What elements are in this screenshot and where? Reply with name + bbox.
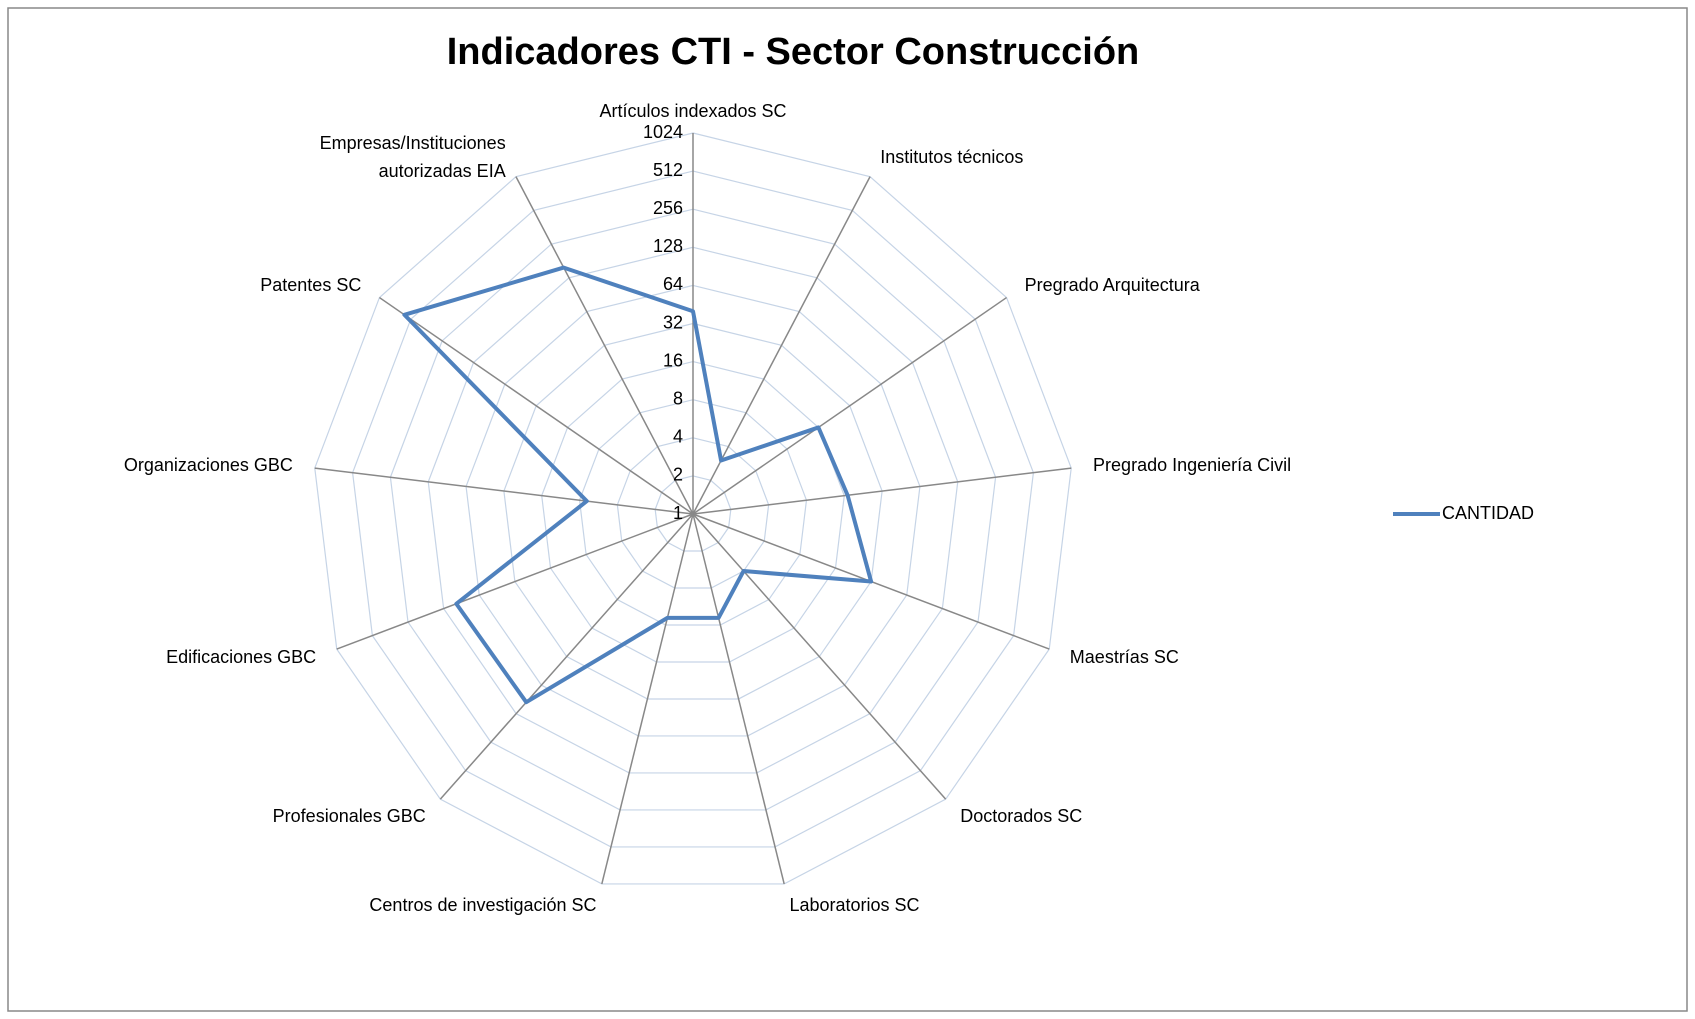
category-label: Laboratorios SC (789, 895, 920, 916)
y-tick-label: 128 (653, 236, 683, 256)
category-label: Pregrado Arquitectura (1024, 275, 1200, 296)
spoke (515, 176, 694, 515)
grid-ring (427, 246, 959, 774)
category-label: Empresas/Instituciones autorizadas EIA (319, 133, 506, 182)
spoke (692, 296, 1007, 515)
category-label: Doctorados SC (960, 805, 1083, 826)
y-tick-label: 2 (673, 465, 683, 485)
grid-ring (465, 284, 921, 737)
spoke (692, 513, 947, 800)
spoke (601, 513, 694, 885)
grid-ring (314, 132, 1072, 885)
y-tick-label: 8 (673, 388, 683, 408)
grid-ring (389, 208, 997, 811)
y-tick-label: 4 (673, 427, 683, 447)
spoke (439, 513, 694, 800)
y-tick-label: 256 (653, 198, 683, 218)
spoke (336, 513, 694, 650)
chart-frame (7, 7, 1688, 1012)
grid-ring (351, 170, 1035, 848)
category-label: Pregrado Ingeniería Civil (1093, 455, 1292, 476)
y-tick-label: 1024 (643, 122, 683, 142)
category-label: Artículos indexados SC (599, 101, 787, 121)
chart-title: Indicadores CTI - Sector Construcción (447, 31, 1140, 73)
spoke (314, 467, 694, 515)
series-line (402, 265, 874, 705)
category-label: Centros de investigación SC (369, 895, 597, 916)
legend-label: CANTIDAD (1442, 503, 1534, 523)
category-label: Profesionales GBC (272, 805, 426, 826)
y-tick-label: 32 (663, 312, 683, 332)
category-label: Edificaciones GBC (166, 646, 317, 667)
spoke (379, 296, 694, 515)
spoke (692, 467, 1072, 515)
grid-ring (616, 437, 770, 589)
y-tick-label: 64 (663, 274, 683, 294)
y-tick-label: 1 (673, 503, 683, 523)
spoke (692, 513, 785, 885)
y-tick-label: 16 (663, 350, 683, 370)
y-tick-label: 512 (653, 160, 683, 180)
category-label: Patentes SC (260, 275, 362, 296)
category-label: Maestrías SC (1069, 646, 1179, 667)
grid-ring (578, 399, 808, 626)
grid-ring (503, 322, 883, 700)
grid-ring (654, 475, 732, 552)
category-label: Institutos técnicos (880, 147, 1024, 168)
category-label: Organizaciones GBC (123, 455, 293, 476)
